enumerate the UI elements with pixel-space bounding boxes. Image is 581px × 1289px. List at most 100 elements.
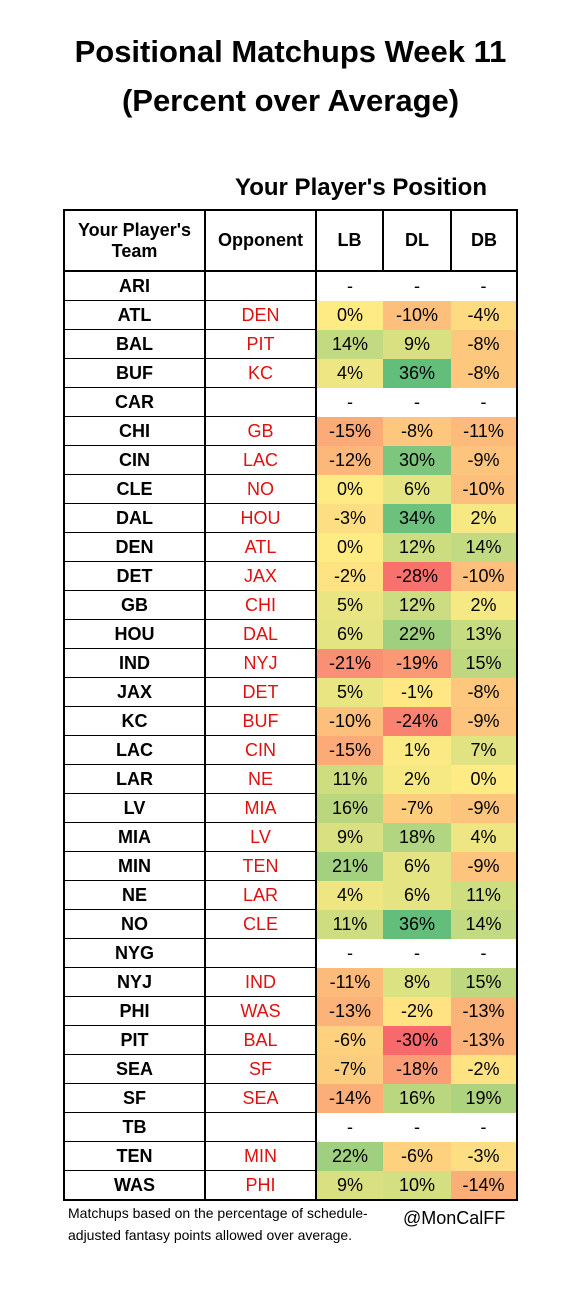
table-row: SF SEA -14% 16% 19% <box>63 1083 518 1113</box>
opponent-cell: BUF <box>204 706 317 736</box>
team-column-header: Your Player's Team <box>63 209 206 272</box>
db-value-cell: -14% <box>451 1170 518 1201</box>
opponent-cell: CLE <box>204 909 317 939</box>
team-cell: DEN <box>63 532 206 562</box>
footnote: Matchups based on the percentage of sche… <box>68 1205 368 1243</box>
table-row: CAR - - - <box>63 387 518 417</box>
table-row: CIN LAC -12% 30% -9% <box>63 445 518 475</box>
lb-value-cell: 0% <box>316 300 383 330</box>
dl-value-cell: 8% <box>383 967 451 997</box>
dl-value-cell: - <box>383 270 451 301</box>
dl-value-cell: 34% <box>383 503 451 533</box>
lb-value-cell: 22% <box>316 1141 383 1171</box>
table-row: DAL HOU -3% 34% 2% <box>63 503 518 533</box>
db-value-cell: -9% <box>451 445 518 475</box>
table-row: BUF KC 4% 36% -8% <box>63 358 518 388</box>
db-value-cell: 2% <box>451 503 518 533</box>
team-cell: LAC <box>63 735 206 765</box>
dl-value-cell: 12% <box>383 590 451 620</box>
lb-value-cell: 6% <box>316 619 383 649</box>
team-cell: NE <box>63 880 206 910</box>
opponent-cell: NO <box>204 474 317 504</box>
team-cell: LV <box>63 793 206 823</box>
opponent-cell: PIT <box>204 329 317 359</box>
lb-value-cell: 5% <box>316 677 383 707</box>
team-cell: PIT <box>63 1025 206 1055</box>
db-column-header: DB <box>450 209 518 272</box>
opponent-cell: BAL <box>204 1025 317 1055</box>
opponent-cell: CIN <box>204 735 317 765</box>
table-row: JAX DET 5% -1% -8% <box>63 677 518 707</box>
table-row: TEN MIN 22% -6% -3% <box>63 1141 518 1171</box>
opponent-cell: TEN <box>204 851 317 881</box>
team-cell: BUF <box>63 358 206 388</box>
opponent-column-header: Opponent <box>204 209 317 272</box>
opponent-cell: DET <box>204 677 317 707</box>
db-value-cell: 11% <box>451 880 518 910</box>
dl-value-cell: -18% <box>383 1054 451 1084</box>
db-value-cell: 13% <box>451 619 518 649</box>
dl-value-cell: 9% <box>383 329 451 359</box>
lb-column-header: LB <box>315 209 384 272</box>
team-cell: JAX <box>63 677 206 707</box>
table-row: PIT BAL -6% -30% -13% <box>63 1025 518 1055</box>
opponent-cell: LAC <box>204 445 317 475</box>
lb-value-cell: -15% <box>316 416 383 446</box>
dl-value-cell: -2% <box>383 996 451 1026</box>
team-cell: TB <box>63 1112 206 1142</box>
lb-value-cell: -11% <box>316 967 383 997</box>
lb-value-cell: 0% <box>316 532 383 562</box>
db-value-cell: 15% <box>451 648 518 678</box>
table-row: DEN ATL 0% 12% 14% <box>63 532 518 562</box>
team-cell: DET <box>63 561 206 591</box>
opponent-cell: DEN <box>204 300 317 330</box>
lb-value-cell: 9% <box>316 1170 383 1201</box>
table-row: SEA SF -7% -18% -2% <box>63 1054 518 1084</box>
lb-value-cell: -3% <box>316 503 383 533</box>
lb-value-cell: - <box>347 1117 353 1137</box>
db-value-cell: 19% <box>451 1083 518 1113</box>
dl-value-cell: -10% <box>383 300 451 330</box>
dl-value-cell: 1% <box>383 735 451 765</box>
team-cell: MIN <box>63 851 206 881</box>
matchup-heatmap-table: Your Player's Team Opponent LB DL DB ARI… <box>63 209 518 1201</box>
team-cell: IND <box>63 648 206 678</box>
lb-value-cell: 21% <box>316 851 383 881</box>
table-row: WAS PHI 9% 10% -14% <box>63 1170 518 1201</box>
table-row: BAL PIT 14% 9% -8% <box>63 329 518 359</box>
table-row: PHI WAS -13% -2% -13% <box>63 996 518 1026</box>
db-value-cell: -2% <box>451 1054 518 1084</box>
dl-value-cell: 36% <box>383 909 451 939</box>
opponent-cell <box>204 1112 317 1142</box>
lb-value-cell: 0% <box>316 474 383 504</box>
db-value-cell: 14% <box>451 909 518 939</box>
opponent-cell <box>204 270 317 301</box>
opponent-cell: GB <box>204 416 317 446</box>
db-value-cell: 7% <box>451 735 518 765</box>
lb-value-cell: 16% <box>316 793 383 823</box>
table-row: MIN TEN 21% 6% -9% <box>63 851 518 881</box>
db-value-cell: -10% <box>451 561 518 591</box>
team-cell: PHI <box>63 996 206 1026</box>
team-cell: CIN <box>63 445 206 475</box>
dl-value-cell: -19% <box>383 648 451 678</box>
table-row: MIA LV 9% 18% 4% <box>63 822 518 852</box>
position-group-header: Your Player's Position <box>235 174 487 201</box>
table-body: ARI - - - ATL DEN 0% -10% -4% BAL PIT 14% 9% -8% BUF KC… <box>63 270 518 1201</box>
lb-value-cell: - <box>347 392 353 412</box>
lb-value-cell: -7% <box>316 1054 383 1084</box>
db-value-cell: 14% <box>451 532 518 562</box>
db-value-cell: -10% <box>451 474 518 504</box>
team-cell: SF <box>63 1083 206 1113</box>
table-row: ATL DEN 0% -10% -4% <box>63 300 518 330</box>
dl-value-cell: -24% <box>383 706 451 736</box>
lb-value-cell: 9% <box>316 822 383 852</box>
dl-value-cell: 6% <box>383 474 451 504</box>
team-cell: KC <box>63 706 206 736</box>
dl-column-header: DL <box>382 209 452 272</box>
opponent-cell: MIN <box>204 1141 317 1171</box>
db-value-cell: 0% <box>451 764 518 794</box>
dl-value-cell: 16% <box>383 1083 451 1113</box>
db-value-cell: -13% <box>451 1025 518 1055</box>
db-value-cell: -8% <box>451 358 518 388</box>
